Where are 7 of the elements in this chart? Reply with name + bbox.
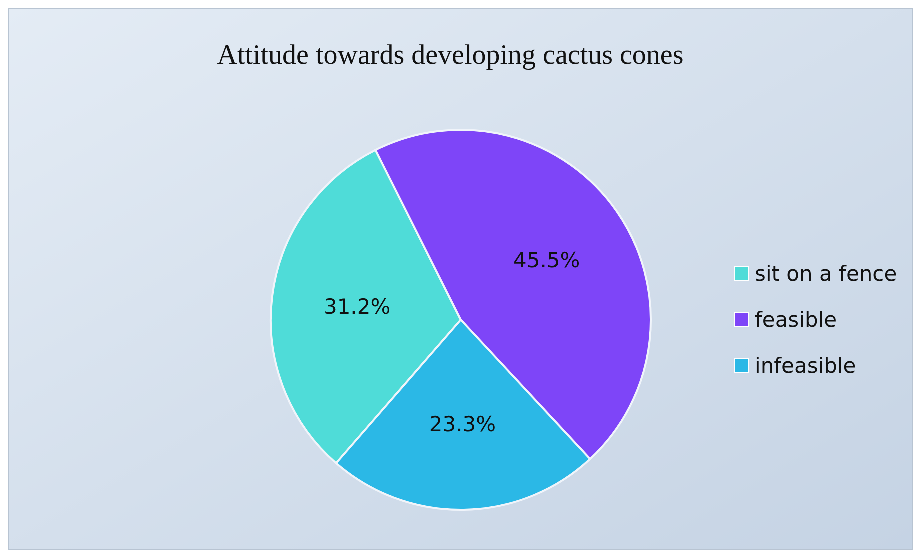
legend-label: sit on a fence bbox=[755, 262, 898, 286]
data-label: 31.2% bbox=[324, 294, 391, 319]
data-label: 45.5% bbox=[513, 248, 580, 272]
legend-label: feasible bbox=[755, 308, 838, 332]
chart-title: Attitude towards developing cactus cones bbox=[217, 40, 684, 71]
data-label: 23.3% bbox=[429, 412, 496, 436]
legend-label: infeasible bbox=[755, 354, 856, 378]
